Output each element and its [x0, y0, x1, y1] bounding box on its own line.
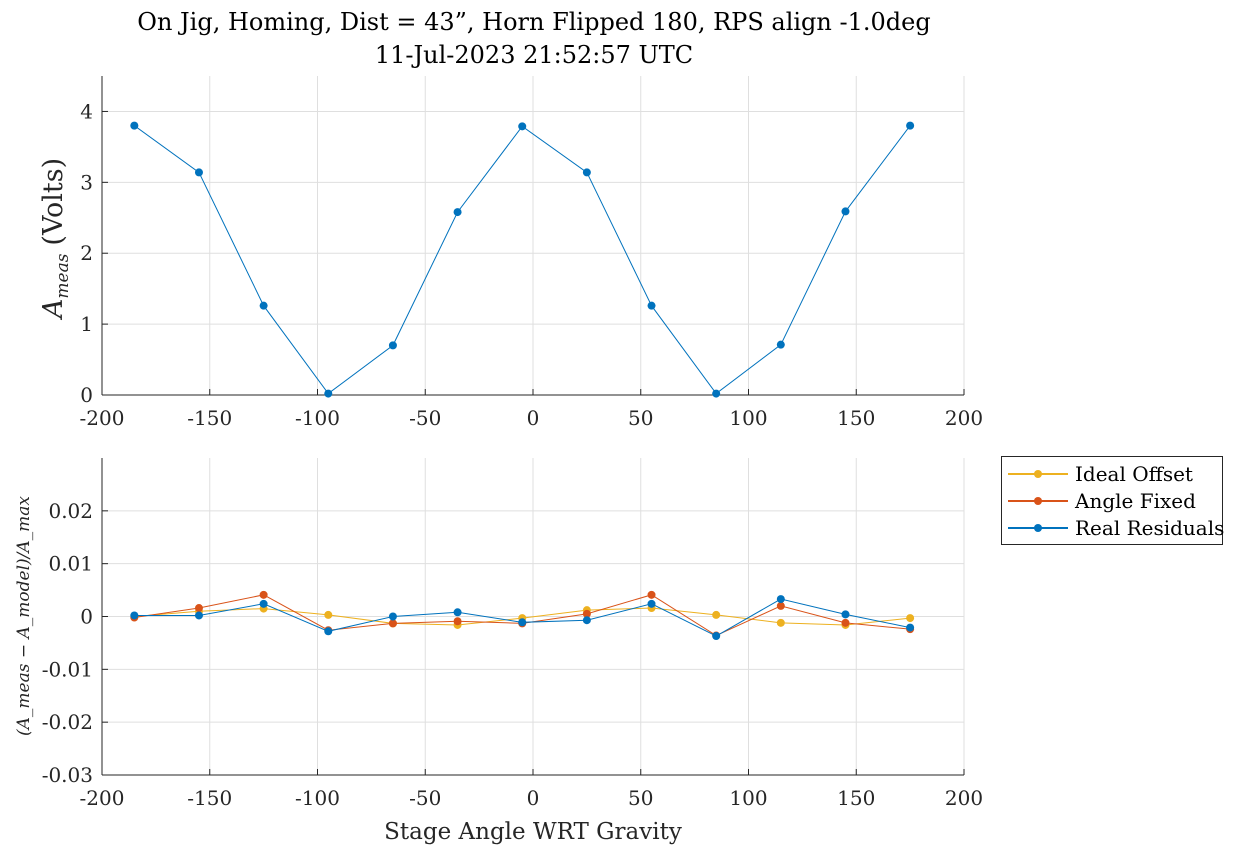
- bottom-series-1-point-2: [259, 590, 268, 599]
- legend-marker-real-residuals: [1034, 524, 1042, 532]
- bottom-series-2-point-1: [194, 611, 203, 620]
- legend-item-real-residuals: Real Residuals: [1002, 515, 1225, 541]
- top-series-0-point-10: [776, 340, 785, 349]
- top-series-0-point-8: [647, 301, 656, 310]
- bottom-series-1-point-4: [388, 619, 397, 628]
- top-series-0-point-12: [906, 121, 915, 130]
- bottom-series-2-point-7: [582, 616, 591, 625]
- bottom-series-1-point-10: [776, 601, 785, 610]
- top-y-tick-label-0: 0: [80, 383, 93, 407]
- bottom-x-tick-label-0: -200: [80, 786, 125, 810]
- bottom-x-tick-label-8: 200: [945, 786, 983, 810]
- legend-label-ideal-offset: Ideal Offset: [1075, 462, 1193, 486]
- bottom-y-tick-label-3: 0: [80, 605, 93, 629]
- legend-label-angle-fixed: Angle Fixed: [1075, 489, 1196, 513]
- bottom-series-0-point-12: [906, 614, 915, 623]
- bottom-y-tick-label-1: -0.02: [42, 710, 93, 734]
- top-x-tick-label-6: 100: [729, 406, 767, 430]
- bottom-series-1-point-11: [841, 618, 850, 627]
- bottom-series-2-point-6: [518, 618, 527, 627]
- bottom-plot: -200 -150 -100 -50 0 50 100 150 200 -0.03 -0.02 -0.…: [42, 458, 983, 810]
- bottom-series-2-point-11: [841, 610, 850, 619]
- legend-marker-angle-fixed: [1034, 497, 1042, 505]
- bottom-x-tick-label-3: -50: [409, 786, 441, 810]
- top-series-0-point-11: [841, 207, 850, 216]
- bottom-y-axis-label: (A_meas − A_model)/A_max: [14, 496, 34, 736]
- top-series-0-point-3: [324, 389, 333, 398]
- bottom-x-tick-label-1: -150: [187, 786, 232, 810]
- top-x-tick-label-4: 0: [527, 406, 540, 430]
- top-plot: -200 -150 -100 -50 0 50 100 150 200 0 1 2 3 4: [80, 76, 983, 430]
- top-x-tick-label-8: 200: [945, 406, 983, 430]
- top-y-tick-label-4: 4: [80, 99, 93, 123]
- top-x-tick-label-7: 150: [837, 406, 875, 430]
- bottom-series-1-point-1: [194, 604, 203, 613]
- top-y-axis-label-main: A: [38, 299, 69, 322]
- top-series-0-point-1: [194, 168, 203, 177]
- top-y-axis-label: Ameas (Volts): [38, 158, 73, 321]
- bottom-series-1-point-7: [582, 609, 591, 618]
- top-x-tick-label-3: -50: [409, 406, 441, 430]
- top-x-tick-label-1: -150: [187, 406, 232, 430]
- legend-item-angle-fixed: Angle Fixed: [1002, 488, 1222, 514]
- chart-title: On Jig, Homing, Dist = 43”, Horn Flipped…: [137, 8, 931, 36]
- top-series-0-point-9: [712, 389, 721, 398]
- bottom-x-tick-label-5: 50: [628, 786, 653, 810]
- bottom-series-0-point-9: [712, 610, 721, 619]
- legend: Ideal Offset Angle Fixed Real Residuals: [1001, 456, 1225, 545]
- top-y-axis-label-sub: meas: [53, 253, 73, 298]
- bottom-series-2-point-12: [906, 623, 915, 632]
- top-series-0-point-7: [582, 168, 591, 177]
- legend-marker-ideal-offset: [1034, 470, 1042, 478]
- top-x-tick-label-5: 50: [628, 406, 653, 430]
- top-y-tick-label-3: 3: [80, 170, 93, 194]
- top-series-0-point-5: [453, 208, 462, 217]
- bottom-x-axis-label: Stage Angle WRT Gravity: [384, 819, 682, 845]
- top-x-tick-label-0: -200: [80, 406, 125, 430]
- bottom-series-2-point-9: [712, 632, 721, 641]
- top-series-0-point-4: [388, 341, 397, 350]
- chart-subtitle: 11-Jul-2023 21:52:57 UTC: [374, 41, 694, 69]
- bottom-series-1-point-5: [453, 617, 462, 626]
- bottom-series-2-point-0: [130, 611, 139, 620]
- bottom-series-0-point-10: [776, 618, 785, 627]
- bottom-y-tick-label-5: 0.02: [48, 499, 93, 523]
- top-y-tick-label-1: 1: [80, 312, 93, 336]
- top-y-tick-label-2: 2: [80, 241, 93, 265]
- top-x-tick-label-2: -100: [295, 406, 340, 430]
- bottom-x-tick-label-4: 0: [527, 786, 540, 810]
- bottom-series-2-point-10: [776, 595, 785, 604]
- bottom-y-tick-label-4: 0.01: [48, 552, 93, 576]
- bottom-series-1-point-8: [647, 590, 656, 599]
- bottom-series-2-point-4: [388, 612, 397, 621]
- bottom-x-tick-label-7: 150: [837, 786, 875, 810]
- bottom-series-0-point-3: [324, 610, 333, 619]
- top-y-axis-label-suffix: (Volts): [38, 158, 69, 246]
- bottom-x-tick-label-6: 100: [729, 786, 767, 810]
- top-series-0-point-0: [130, 121, 139, 130]
- top-series-0-point-6: [518, 122, 527, 131]
- bottom-series-2-point-2: [259, 599, 268, 608]
- bottom-y-tick-label-2: -0.01: [42, 657, 93, 681]
- bottom-series-2-point-5: [453, 608, 462, 617]
- bottom-x-tick-label-2: -100: [295, 786, 340, 810]
- top-series-0-line: [134, 125, 911, 395]
- bottom-series-2-point-3: [324, 627, 333, 636]
- legend-label-real-residuals: Real Residuals: [1075, 516, 1225, 540]
- bottom-y-tick-label-0: -0.03: [42, 763, 93, 787]
- bottom-series-2-point-8: [647, 599, 656, 608]
- legend-item-ideal-offset: Ideal Offset: [1002, 461, 1222, 487]
- top-series-0-point-2: [259, 301, 268, 310]
